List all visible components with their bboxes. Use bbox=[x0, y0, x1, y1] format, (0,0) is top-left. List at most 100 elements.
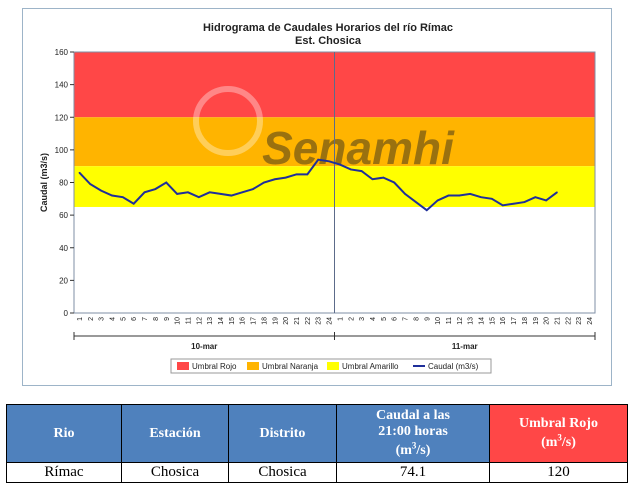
series-point bbox=[122, 196, 124, 198]
x-tick-label: 19 bbox=[533, 317, 540, 325]
series-point bbox=[252, 188, 254, 190]
series-point bbox=[371, 178, 374, 181]
cell-estacion: Chosica bbox=[121, 462, 229, 483]
x-tick-label: 15 bbox=[229, 317, 236, 325]
y-axis-label: Caudal (m3/s) bbox=[39, 153, 49, 212]
chart-frame: Hidrograma de Caudales Horarios del río … bbox=[22, 8, 612, 386]
header-umbral-line1: Umbral Rojo bbox=[519, 416, 598, 432]
day-label: 10-mar bbox=[191, 342, 217, 351]
x-tick-label: 16 bbox=[500, 317, 507, 325]
x-tick-label: 1 bbox=[337, 317, 344, 321]
series-point bbox=[306, 173, 309, 176]
x-tick-label: 9 bbox=[424, 317, 431, 321]
x-tick-label: 12 bbox=[196, 317, 203, 325]
x-tick-label: 17 bbox=[511, 317, 518, 325]
header-distrito: Distrito bbox=[228, 404, 337, 463]
header-umbral-rojo: Umbral Rojo (m3/s) bbox=[489, 404, 628, 463]
x-tick-label: 23 bbox=[576, 317, 583, 325]
x-tick-label: 6 bbox=[131, 317, 138, 321]
watermark-logo: Senamhi bbox=[262, 122, 455, 174]
x-tick-label: 13 bbox=[207, 317, 214, 325]
y-tick-label: 100 bbox=[55, 146, 69, 155]
header-caudal-line1: Caudal a las bbox=[376, 408, 450, 424]
x-tick-label: 21 bbox=[555, 317, 562, 325]
header-caudal: Caudal a las 21:00 horas (m3/s) bbox=[336, 404, 490, 463]
series-point bbox=[404, 193, 406, 195]
legend-swatch bbox=[247, 362, 259, 370]
series-point bbox=[415, 201, 417, 203]
series-point bbox=[187, 191, 189, 194]
series-point bbox=[132, 202, 135, 205]
y-tick-label: 40 bbox=[59, 244, 68, 253]
y-tick-label: 60 bbox=[59, 211, 68, 220]
chart-subtitle: Est. Chosica bbox=[295, 35, 362, 47]
series-point bbox=[447, 194, 450, 197]
x-tick-label: 17 bbox=[251, 317, 258, 325]
series-point bbox=[349, 168, 352, 171]
x-tick-label: 22 bbox=[565, 317, 572, 325]
series-point bbox=[545, 199, 547, 202]
x-tick-label: 16 bbox=[240, 317, 247, 325]
series-point bbox=[523, 201, 526, 203]
series-point bbox=[284, 176, 287, 179]
x-tick-label: 7 bbox=[142, 317, 149, 321]
chart-title: Hidrograma de Caudales Horarios del río … bbox=[203, 22, 453, 34]
table-header-row: Rio Estación Distrito Caudal a las 21:00… bbox=[6, 404, 628, 463]
x-tick-label: 21 bbox=[294, 317, 301, 325]
x-tick-label: 20 bbox=[544, 317, 551, 325]
legend-label: Umbral Amarillo bbox=[342, 362, 399, 371]
x-tick-label: 13 bbox=[468, 317, 475, 325]
x-tick-label: 9 bbox=[164, 317, 171, 321]
legend-swatch bbox=[177, 362, 189, 370]
series-point bbox=[198, 196, 200, 198]
series-point bbox=[111, 194, 113, 197]
series-point bbox=[295, 173, 298, 176]
series-point bbox=[230, 194, 233, 197]
x-tick-label: 24 bbox=[587, 317, 594, 325]
series-point bbox=[425, 209, 428, 212]
cell-caudal: 74.1 bbox=[336, 462, 490, 483]
x-tick-label: 4 bbox=[109, 317, 116, 321]
header-caudal-unit: (m3/s) bbox=[395, 440, 431, 458]
series-point bbox=[556, 191, 558, 194]
x-tick-label: 3 bbox=[359, 317, 366, 321]
x-tick-label: 10 bbox=[435, 317, 442, 325]
series-point bbox=[393, 181, 395, 184]
x-tick-label: 1 bbox=[77, 317, 84, 321]
y-tick-label: 80 bbox=[59, 179, 68, 188]
legend-label: Umbral Rojo bbox=[192, 362, 237, 371]
series-point bbox=[317, 158, 320, 161]
series-point bbox=[100, 189, 102, 192]
x-tick-label: 6 bbox=[392, 317, 399, 321]
series-point bbox=[208, 191, 211, 194]
header-caudal-line2: 21:00 horas bbox=[378, 424, 448, 440]
x-tick-label: 18 bbox=[261, 317, 268, 325]
y-tick-label: 140 bbox=[55, 81, 69, 90]
header-estacion: Estación bbox=[121, 404, 229, 463]
series-point bbox=[274, 178, 276, 181]
header-umbral-unit: (m3/s) bbox=[541, 432, 576, 450]
series-point bbox=[78, 171, 81, 174]
series-point bbox=[512, 202, 515, 205]
x-tick-label: 4 bbox=[370, 317, 377, 321]
day-label: 11-mar bbox=[452, 342, 478, 351]
x-tick-label: 20 bbox=[283, 317, 290, 325]
series-point bbox=[382, 176, 385, 179]
x-tick-label: 5 bbox=[120, 317, 127, 321]
series-point bbox=[534, 196, 537, 198]
series-point bbox=[436, 199, 439, 202]
y-tick-label: 120 bbox=[55, 113, 69, 122]
y-tick-label: 20 bbox=[59, 276, 68, 285]
y-tick-label: 160 bbox=[55, 48, 69, 57]
x-tick-label: 23 bbox=[316, 317, 323, 325]
series-point bbox=[458, 194, 461, 197]
watermark-sun bbox=[193, 86, 263, 156]
series-point bbox=[143, 191, 146, 194]
series-point bbox=[339, 163, 341, 166]
y-tick-label: 0 bbox=[64, 309, 69, 318]
cell-rio: Rímac bbox=[6, 462, 122, 483]
header-rio: Rio bbox=[6, 404, 122, 463]
x-tick-label: 18 bbox=[522, 317, 529, 325]
x-tick-label: 19 bbox=[272, 317, 279, 325]
x-tick-label: 11 bbox=[185, 317, 192, 324]
